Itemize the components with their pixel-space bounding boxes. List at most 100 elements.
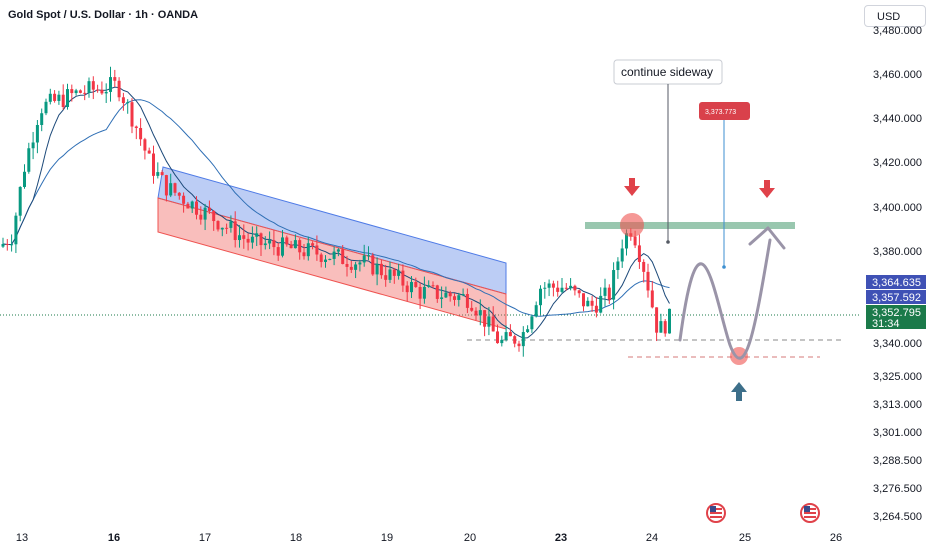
candle bbox=[18, 186, 22, 222]
candle bbox=[543, 281, 547, 299]
price-tag-value: 3,352.795 bbox=[872, 307, 921, 319]
candle bbox=[229, 215, 233, 233]
callout-continue-sideway[interactable]: continue sideway bbox=[613, 59, 723, 244]
candle bbox=[358, 259, 362, 272]
candle bbox=[147, 147, 151, 154]
candle bbox=[139, 118, 143, 146]
price-tick-label: 3,313.000 bbox=[873, 399, 922, 411]
candle bbox=[530, 314, 534, 333]
candle bbox=[319, 252, 323, 268]
callout-text: continue sideway bbox=[621, 65, 713, 79]
candle bbox=[216, 220, 220, 232]
candle bbox=[534, 301, 538, 318]
time-tick-label: 23 bbox=[555, 532, 567, 544]
resistance-zone bbox=[585, 222, 795, 229]
candle bbox=[517, 340, 521, 352]
candle bbox=[143, 137, 147, 160]
price-tick-label: 3,440.000 bbox=[873, 113, 922, 125]
us-flag-icon[interactable] bbox=[706, 503, 726, 523]
candle bbox=[306, 236, 310, 261]
candle bbox=[414, 277, 418, 288]
candle bbox=[663, 319, 667, 337]
candle bbox=[203, 203, 207, 231]
candle bbox=[560, 278, 564, 294]
candle bbox=[539, 285, 542, 315]
candle bbox=[586, 297, 590, 307]
candle bbox=[173, 182, 177, 196]
candle bbox=[607, 284, 611, 304]
candle bbox=[35, 120, 39, 154]
price-tick-label: 3,288.500 bbox=[873, 455, 922, 467]
candle bbox=[61, 84, 65, 110]
candle bbox=[642, 259, 646, 283]
time-axis[interactable]: 13 16 17 18 19 20 23 24 25 26 bbox=[16, 532, 842, 544]
price-tag-bg bbox=[866, 290, 926, 304]
arrow-down-icon bbox=[624, 178, 640, 196]
candle bbox=[521, 326, 525, 357]
candle bbox=[612, 262, 616, 310]
us-flag-icon[interactable] bbox=[800, 503, 820, 523]
candle bbox=[474, 307, 478, 321]
candle bbox=[109, 66, 112, 102]
chart-title: Gold Spot / U.S. Dollar · 1h · OANDA bbox=[8, 9, 199, 21]
candle bbox=[126, 99, 130, 114]
candle bbox=[573, 284, 577, 296]
candle bbox=[401, 264, 405, 292]
candle bbox=[448, 290, 452, 302]
time-tick-label: 19 bbox=[381, 532, 393, 544]
candle bbox=[577, 289, 581, 298]
candle bbox=[603, 278, 607, 307]
countdown-timer: 31:34 bbox=[872, 318, 900, 330]
price-tick-label: 3,480.000 bbox=[873, 25, 922, 37]
candle bbox=[582, 293, 585, 312]
candle bbox=[461, 288, 465, 297]
candle bbox=[298, 238, 302, 260]
candle bbox=[250, 226, 254, 249]
currency-button[interactable]: USD bbox=[864, 5, 926, 27]
candle bbox=[362, 244, 366, 267]
candle bbox=[242, 224, 246, 249]
price-axis[interactable]: 3,480.000 3,460.000 3,440.000 3,420.000 3,40… bbox=[873, 25, 922, 523]
candle bbox=[508, 324, 512, 337]
price-tag: 3,357.592 bbox=[866, 290, 926, 304]
candle bbox=[268, 231, 272, 250]
candle bbox=[431, 281, 435, 289]
candle bbox=[637, 234, 641, 269]
candle bbox=[302, 244, 306, 260]
candle bbox=[44, 98, 48, 116]
candle bbox=[104, 83, 108, 103]
projected-path bbox=[678, 238, 772, 360]
candle bbox=[27, 142, 31, 174]
candle bbox=[121, 92, 125, 111]
candle bbox=[345, 255, 349, 277]
target-price-label[interactable]: 3,373.773 bbox=[699, 102, 750, 269]
price-tick-label: 3,460.000 bbox=[873, 69, 922, 81]
candle bbox=[564, 283, 568, 291]
price-tick-label: 3,420.000 bbox=[873, 157, 922, 169]
candle bbox=[91, 76, 95, 100]
candle bbox=[182, 192, 186, 213]
time-tick-label: 17 bbox=[199, 532, 211, 544]
candle bbox=[655, 307, 659, 342]
candle bbox=[134, 125, 138, 140]
candle bbox=[233, 211, 237, 248]
candle bbox=[491, 306, 495, 332]
candle bbox=[457, 292, 461, 307]
candle bbox=[410, 276, 413, 299]
candle bbox=[483, 310, 487, 337]
candle bbox=[371, 252, 375, 276]
candle bbox=[620, 239, 624, 268]
price-tick-label: 3,264.500 bbox=[873, 511, 922, 523]
candle bbox=[324, 255, 327, 268]
candle bbox=[285, 235, 289, 247]
price-tick-label: 3,400.000 bbox=[873, 202, 922, 214]
candle bbox=[220, 227, 224, 237]
candle bbox=[478, 299, 482, 326]
candle bbox=[113, 69, 117, 87]
candle bbox=[238, 225, 241, 248]
candle bbox=[212, 210, 216, 231]
time-tick-label: 20 bbox=[464, 532, 476, 544]
candle bbox=[496, 324, 499, 344]
time-tick-label: 26 bbox=[830, 532, 842, 544]
